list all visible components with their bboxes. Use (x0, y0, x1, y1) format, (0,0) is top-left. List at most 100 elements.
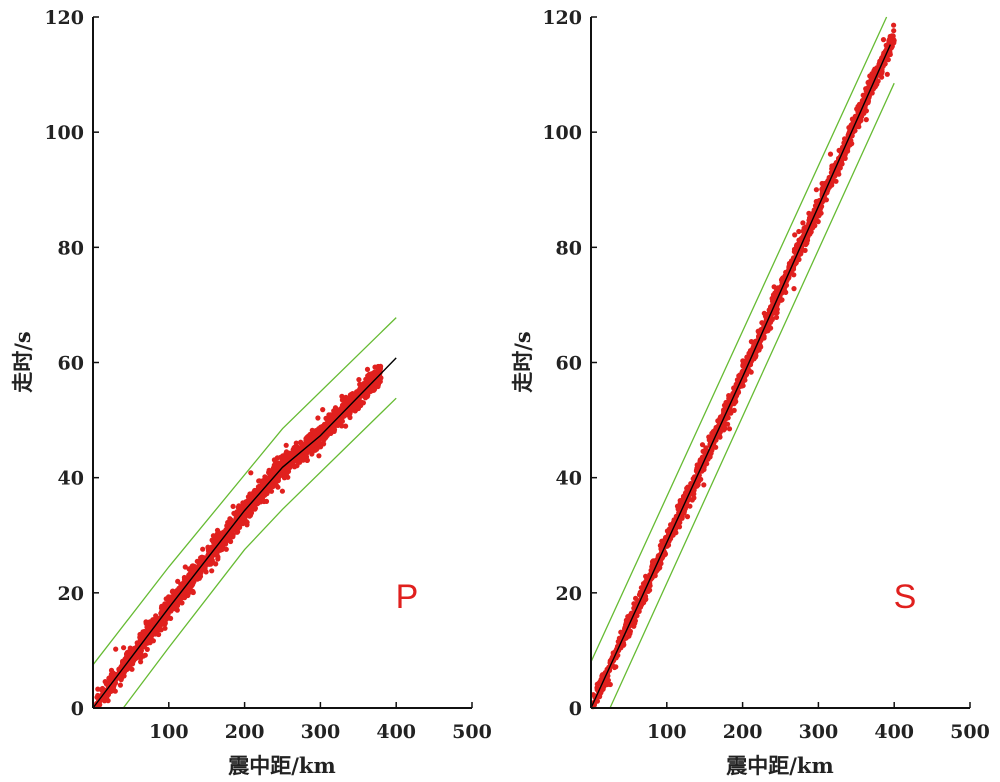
data-point (652, 573, 658, 579)
data-point (701, 482, 707, 488)
y-tick-label: 80 (556, 237, 582, 259)
x-tick-label: 200 (225, 721, 265, 743)
data-point (594, 698, 601, 704)
data-point (176, 585, 182, 591)
data-point (232, 511, 238, 517)
upper-bound-line (92, 317, 397, 666)
data-point (741, 358, 747, 364)
data-point (716, 433, 722, 440)
data-point (272, 458, 278, 464)
data-point (163, 614, 169, 620)
x-tick-label: 100 (647, 721, 687, 743)
y-tick-label: 80 (58, 237, 84, 259)
data-point (137, 648, 143, 655)
data-point (181, 590, 187, 596)
data-point (141, 628, 148, 635)
data-point (226, 532, 233, 538)
data-point (747, 348, 754, 354)
data-point (366, 373, 372, 379)
panel-s-points (590, 22, 897, 710)
data-point (633, 595, 639, 602)
data-point (854, 123, 860, 129)
data-point (281, 475, 287, 481)
data-point (643, 573, 649, 579)
panel-s-label: S (894, 578, 917, 616)
data-point (356, 400, 362, 406)
data-point (256, 478, 262, 484)
data-point (236, 523, 242, 529)
data-point (726, 395, 733, 401)
y-tick-label: 100 (542, 122, 582, 144)
x-tick-label: 400 (376, 721, 416, 743)
data-point (314, 446, 320, 452)
data-point (631, 605, 637, 611)
data-point (159, 603, 165, 609)
lower-bound-line (122, 397, 397, 709)
data-point (261, 498, 267, 505)
data-point (363, 391, 369, 398)
y-tick-label: 20 (58, 583, 84, 605)
data-point (891, 22, 897, 28)
data-point (138, 655, 144, 661)
data-point (321, 436, 327, 442)
data-point (726, 426, 733, 432)
data-point (769, 298, 776, 304)
data-point (144, 646, 150, 653)
data-point (236, 503, 242, 509)
data-point (358, 390, 364, 396)
data-point (127, 645, 133, 651)
data-point (354, 396, 360, 403)
data-point (773, 314, 780, 320)
data-point (174, 607, 180, 613)
data-point (800, 220, 806, 226)
data-point (891, 28, 897, 34)
data-point (863, 117, 869, 123)
data-point (325, 429, 331, 435)
data-point (700, 448, 706, 454)
data-point (684, 485, 690, 491)
data-point (371, 369, 377, 375)
data-point (241, 515, 247, 521)
x-tick-label: 300 (301, 721, 341, 743)
data-point (703, 445, 709, 451)
data-point (210, 533, 216, 539)
data-point (731, 407, 737, 413)
data-point (209, 568, 215, 574)
data-point (146, 625, 152, 631)
data-point (791, 286, 797, 292)
data-point (149, 637, 155, 644)
data-point (194, 576, 200, 582)
data-point (375, 366, 381, 372)
data-point (244, 519, 250, 525)
data-point (618, 629, 624, 635)
data-point (343, 423, 349, 429)
data-point (234, 529, 240, 535)
data-point (320, 407, 326, 413)
panel-p-label: P (396, 578, 419, 616)
data-point (200, 546, 206, 552)
data-point (158, 627, 164, 633)
data-point (627, 631, 633, 637)
data-point (679, 515, 685, 521)
data-point (179, 600, 185, 606)
data-point (812, 223, 818, 229)
y-tick-label: 120 (542, 7, 582, 29)
data-point (369, 386, 376, 392)
data-point (752, 354, 759, 360)
data-point (790, 266, 797, 272)
data-point (283, 466, 289, 472)
data-point (248, 470, 254, 476)
data-point (326, 412, 332, 418)
x-tick-label: 400 (874, 721, 914, 743)
data-point (886, 36, 893, 42)
data-point (316, 453, 322, 459)
data-point (869, 71, 875, 77)
panel-s-x-axis-title: 震中距/km (726, 753, 833, 778)
panel-p-y-axis-title: 走时/s (10, 331, 35, 393)
y-tick-label: 60 (556, 353, 582, 375)
data-point (721, 409, 727, 415)
data-point (285, 452, 291, 458)
data-point (175, 602, 181, 609)
data-point (884, 71, 890, 77)
